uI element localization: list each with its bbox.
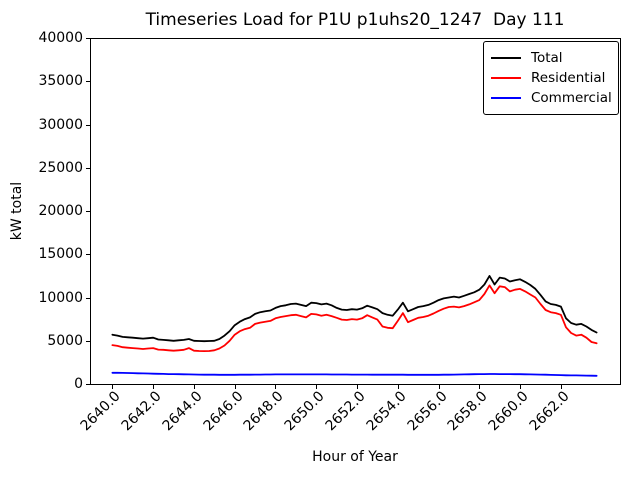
legend-line-sample-residential [491,77,521,79]
legend-entry-commercial: Commercial [484,88,618,108]
legend-line-sample-commercial [491,97,521,99]
legend-label: Total [531,50,563,66]
series-line-residential [111,284,598,353]
series-line-commercial [111,371,598,377]
plot-border [90,38,621,385]
legend-label: Commercial [531,90,612,106]
legend-label: Residential [531,70,606,86]
legend: Total Residential Commercial [483,41,619,115]
series-line-total [111,274,598,343]
legend-entry-total: Total [484,48,618,68]
legend-line-sample-total [491,57,521,59]
chart-title: Timeseries Load for P1U p1uhs20_1247 Day… [145,10,565,30]
legend-entry-residential: Residential [484,68,618,88]
x-axis-label: Hour of Year [312,449,398,465]
